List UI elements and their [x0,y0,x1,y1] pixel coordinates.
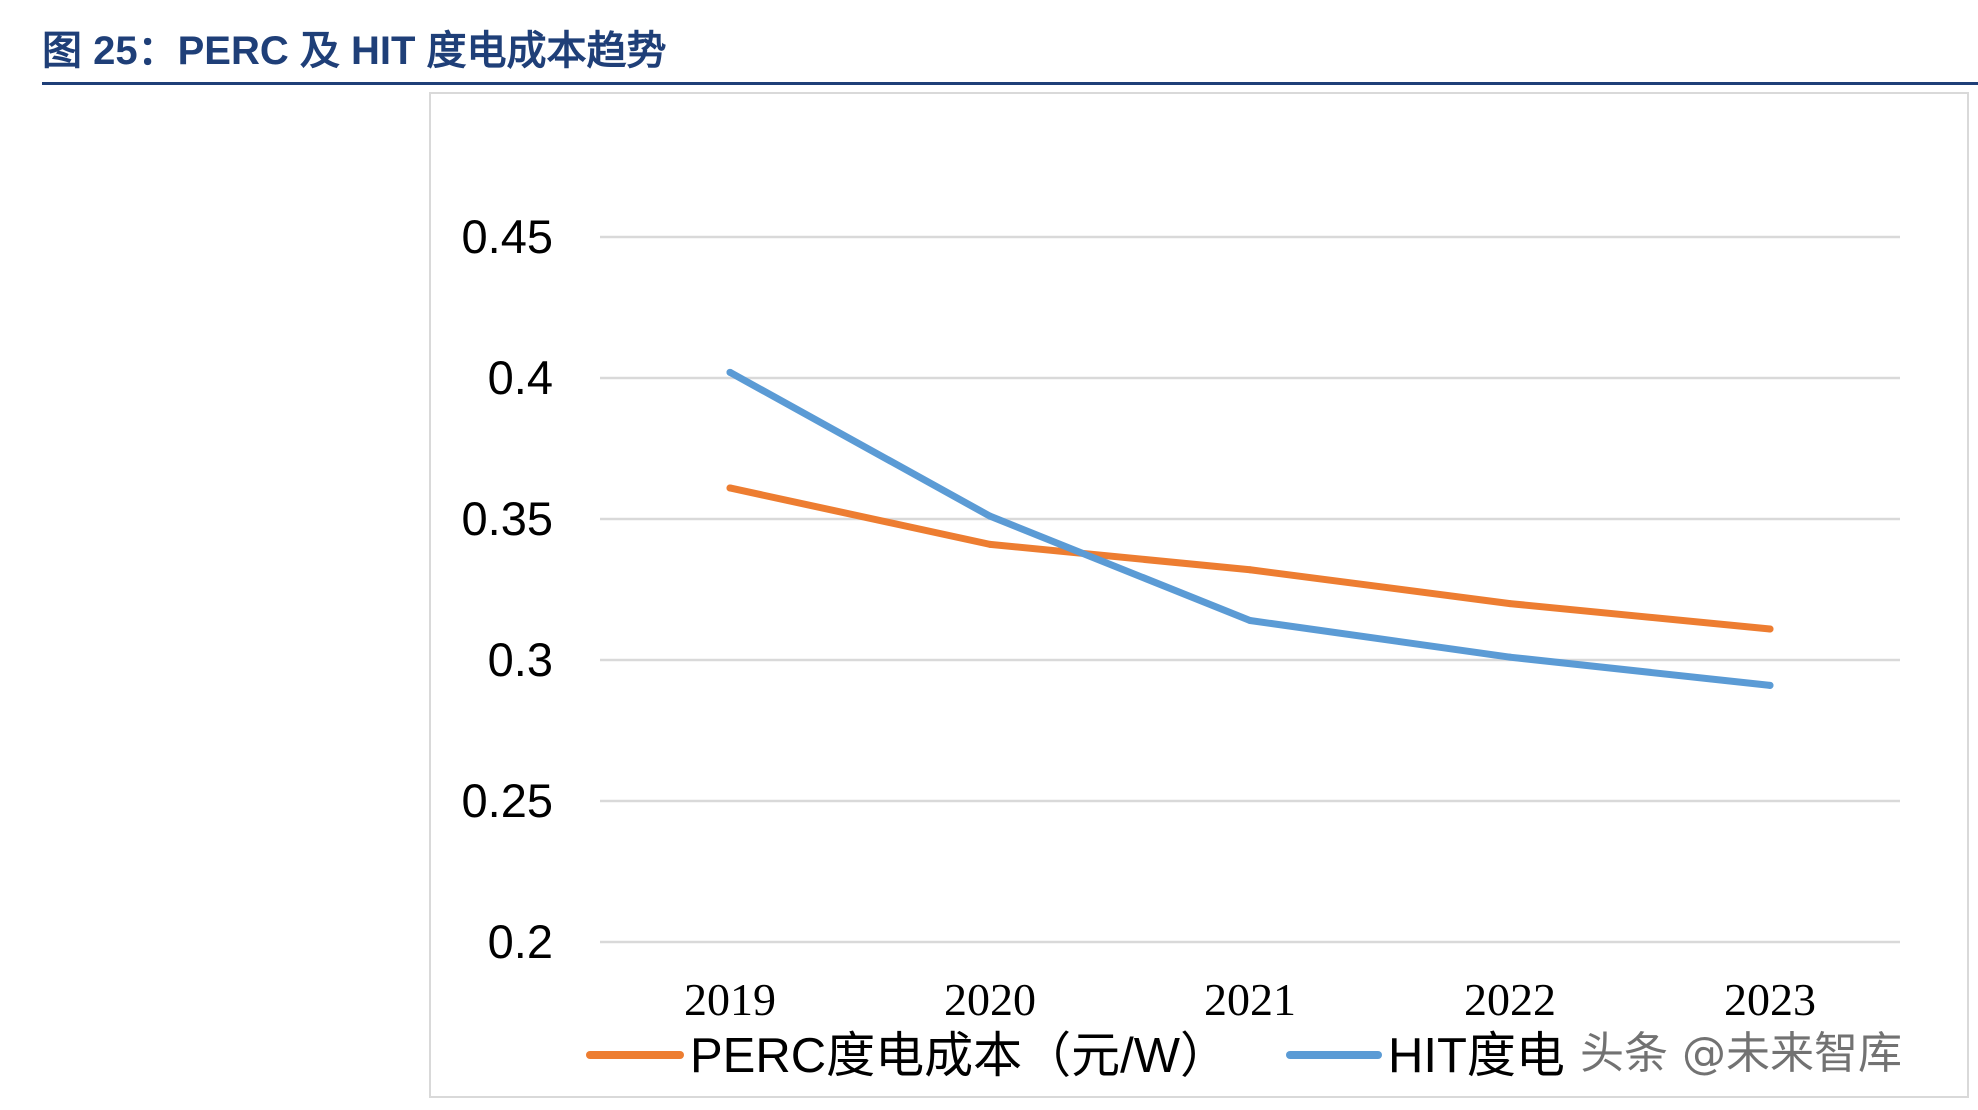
x-tick-label: 2023 [1724,974,1816,1025]
title-divider [42,82,1978,85]
data-point [1766,681,1774,689]
legend-label: PERC度电成本（元/W） [690,1029,1229,1083]
y-axis-ticks: 0.45 0.4 0.35 0.3 0.25 0.2 [462,210,553,968]
data-point [1766,625,1774,633]
y-tick-label: 0.4 [488,351,553,404]
watermark: 头条 @未来智库 [1580,1028,1902,1079]
legend: PERC度电成本（元/W） HIT度电 [586,1029,1565,1083]
legend-label: HIT度电 [1388,1029,1565,1083]
data-point [726,484,734,492]
y-tick-label: 0.35 [462,492,553,545]
x-tick-label: 2020 [944,974,1036,1025]
data-point [1506,600,1514,608]
x-tick-label: 2019 [684,974,776,1025]
data-point [986,512,994,520]
y-tick-label: 0.25 [462,774,553,827]
figure-title: 图 25：PERC 及 HIT 度电成本趋势 [42,29,667,73]
data-point [1246,617,1254,625]
series-line-1 [726,368,1774,689]
chart-frame [429,92,1969,1098]
data-point [1246,566,1254,574]
gridlines [600,235,1900,944]
data-point [986,540,994,548]
x-tick-label: 2021 [1204,974,1296,1025]
y-tick-label: 0.2 [488,915,553,968]
x-tick-label: 2022 [1464,974,1556,1025]
series-line-0 [726,484,1774,633]
data-point [726,368,734,376]
data-point [1506,653,1514,661]
series-lines [726,368,1774,689]
y-tick-label: 0.3 [488,633,553,686]
x-axis-ticks: 2019 2020 2021 2022 2023 [684,974,1816,1025]
y-tick-label: 0.45 [462,210,553,263]
